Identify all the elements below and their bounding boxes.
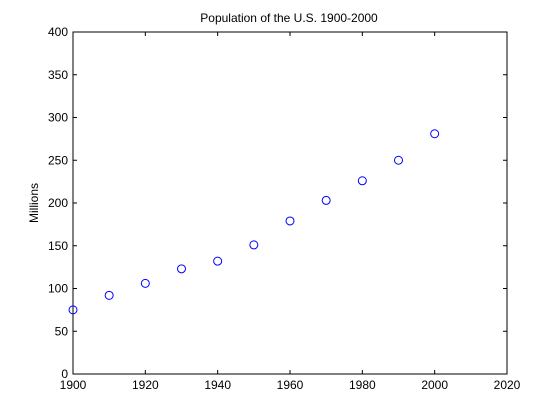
chart-title: Population of the U.S. 1900-2000 [200, 11, 378, 25]
y-tick-label: 50 [55, 324, 69, 338]
data-point [104, 290, 114, 300]
y-tick-label: 250 [48, 153, 68, 167]
data-point [357, 176, 367, 186]
y-tick-label: 150 [48, 239, 68, 253]
x-tick-label: 1900 [60, 378, 87, 392]
data-point [249, 240, 259, 250]
data-point [140, 278, 150, 288]
data-points [68, 129, 440, 315]
x-tick-label: 1940 [204, 378, 231, 392]
y-tick-label: 100 [48, 282, 68, 296]
data-point [321, 195, 331, 205]
x-tick-label: 2000 [421, 378, 448, 392]
data-point [177, 264, 186, 274]
x-tick-label: 1960 [277, 378, 304, 392]
data-point [285, 216, 295, 226]
plot-area [72, 31, 508, 375]
data-point [68, 305, 78, 315]
y-tick-label: 0 [61, 367, 68, 381]
y-axis-label: Millions [27, 183, 41, 223]
data-point [430, 129, 440, 139]
y-tick-label: 200 [48, 196, 68, 210]
x-tick-label: 2020 [494, 378, 521, 392]
y-tick-label: 400 [48, 25, 68, 39]
data-point [213, 256, 223, 266]
y-tick-label: 300 [48, 111, 68, 125]
data-point [394, 155, 403, 165]
x-tick-label: 1980 [349, 378, 376, 392]
y-tick-label: 350 [48, 68, 68, 82]
x-tick-label: 1920 [132, 378, 159, 392]
axis-ticks: 1900 1920 1940 1960 1980 2000 2020 0 50 100 150 200… [48, 25, 521, 392]
